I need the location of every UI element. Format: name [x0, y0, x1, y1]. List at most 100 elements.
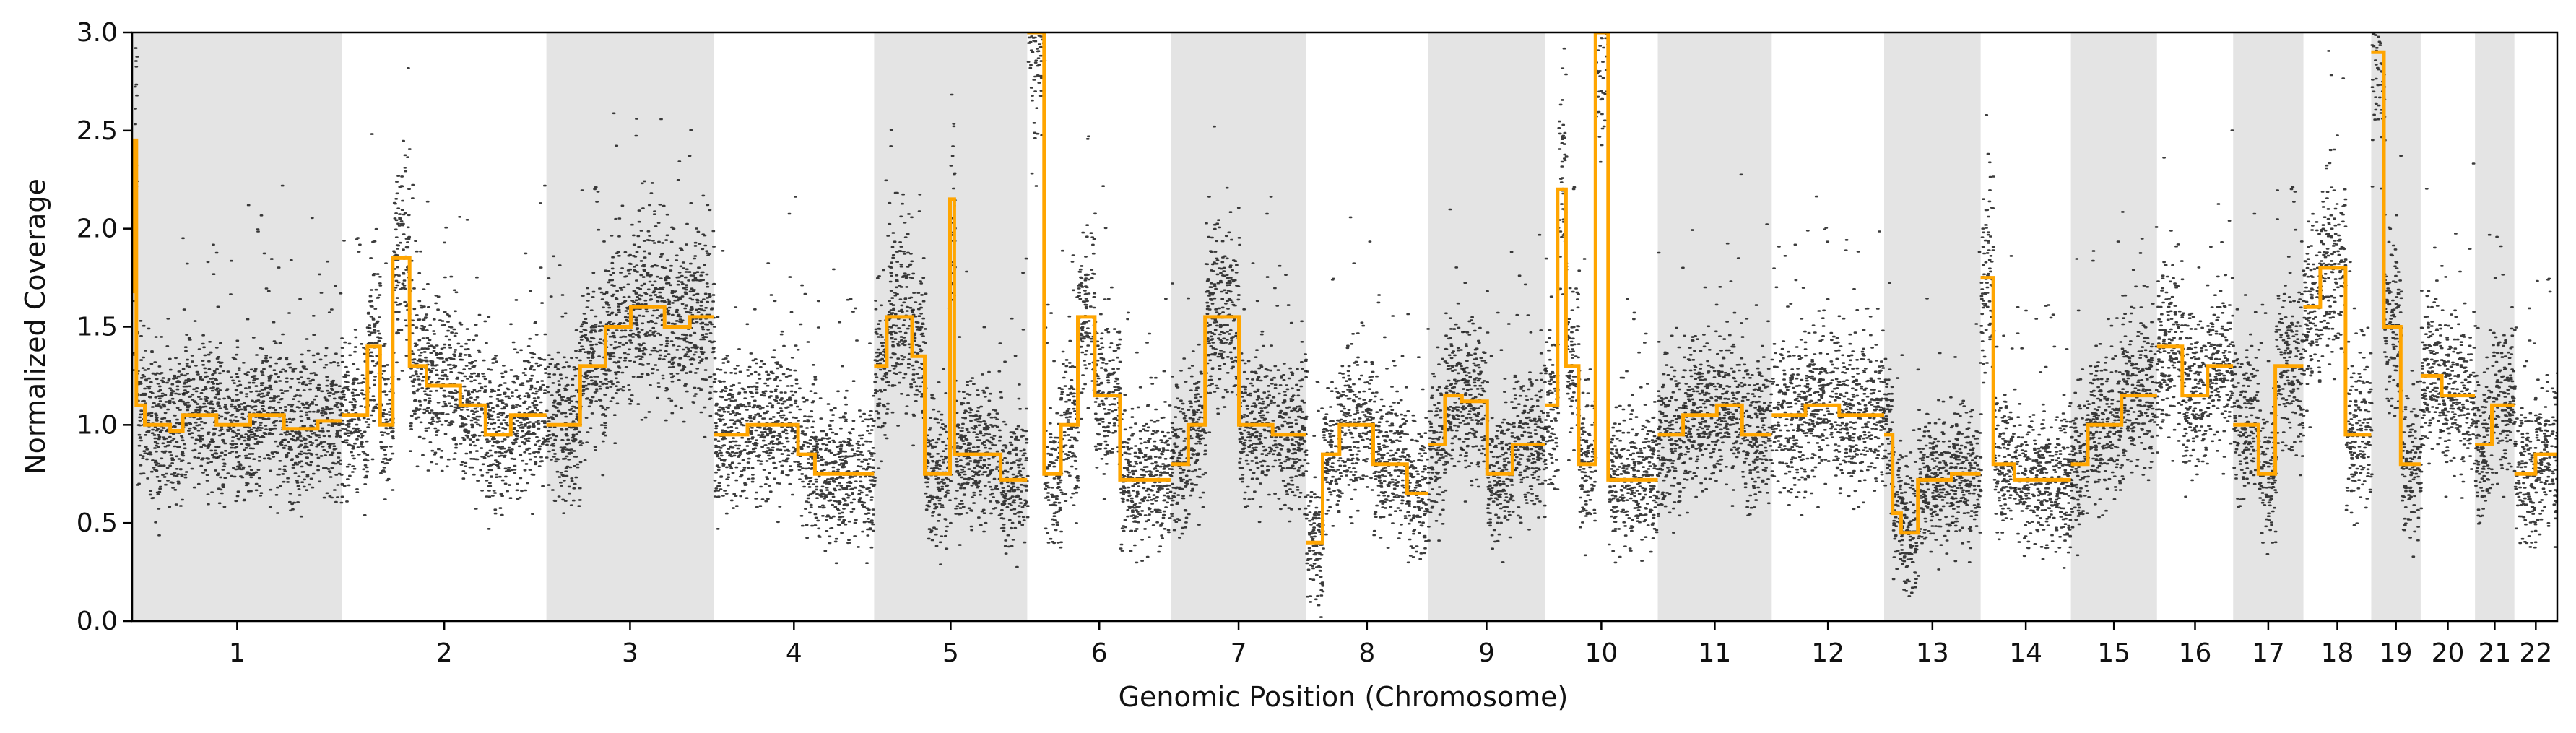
points-chr2-seg7	[485, 316, 513, 530]
points-chr10-seg0	[1544, 257, 1561, 490]
x-tick-label: 11	[1699, 638, 1732, 668]
x-tick-label: 2	[436, 638, 453, 668]
axes: 1 2 3 4 5 6 7 8 9 10 11 12 13 14 15 16 17 18 19 20 21 220.00.…	[77, 18, 2559, 668]
points-chr16-seg1	[2181, 266, 2211, 498]
y-tick-label: 2.0	[77, 214, 118, 244]
x-tick-label: 4	[786, 638, 802, 668]
x-tick-label: 5	[942, 638, 959, 668]
x-tick-label: 7	[1231, 638, 1247, 668]
points-chr12-seg2	[1838, 230, 1887, 511]
points-chr15-seg2	[2120, 211, 2160, 482]
segment-line-chr15	[2070, 394, 2157, 467]
points-chr13-seg4	[1951, 251, 1983, 563]
x-tick-label: 18	[2321, 638, 2354, 668]
segment-line-chr2	[342, 256, 547, 437]
segment-line-chr6	[1027, 32, 1171, 482]
points-chr14-seg1	[1992, 255, 2017, 541]
plot-frame	[131, 31, 2559, 623]
segment-line-chr7	[1171, 315, 1306, 467]
segment-line-chr11	[1657, 403, 1772, 437]
points-chr12-seg1	[1805, 195, 1842, 508]
x-tick-label: 6	[1091, 638, 1108, 668]
points-chr1-seg8	[283, 217, 321, 518]
x-tick-label: 14	[2009, 638, 2042, 668]
points-chr2-seg5	[425, 200, 463, 472]
y-tick-label: 0.5	[77, 508, 118, 538]
points-chr5-seg5	[953, 270, 1004, 546]
points-chr20-seg1	[2441, 162, 2478, 499]
points-chr19-seg0	[2370, 32, 2387, 190]
x-tick-label: 13	[1916, 638, 1949, 668]
points-chr5-seg1	[885, 129, 915, 427]
segment-line-chr12	[1771, 403, 1884, 417]
points-chr18-seg0	[2302, 212, 2323, 428]
points-chr7-seg0	[1170, 282, 1191, 539]
segment-line-chr17	[2233, 364, 2304, 476]
x-tick-label: 21	[2478, 638, 2511, 668]
segment-line-chr3	[546, 305, 714, 427]
y-tick-label: 1.5	[77, 313, 118, 342]
segment-line-chr20	[2420, 373, 2476, 398]
points-chr9-seg4	[1512, 233, 1548, 531]
y-tick-label: 0.0	[77, 607, 118, 636]
points-chr4-seg3	[814, 268, 877, 565]
x-tick-label: 8	[1358, 638, 1375, 668]
points-chr22-seg1	[2534, 277, 2557, 548]
segment-line-chr4	[714, 422, 875, 476]
x-axis-label: Genomic Position (Chromosome)	[1119, 681, 1569, 713]
points-chr22-seg0	[2513, 307, 2538, 549]
x-tick-label: 16	[2179, 638, 2212, 668]
points-chr5-seg0	[873, 179, 889, 469]
x-tick-label: 1	[229, 638, 246, 668]
points-chr15-seg1	[2086, 240, 2124, 519]
points-chr7-seg4	[1272, 264, 1309, 523]
points-chr4-seg1	[746, 196, 801, 524]
segment-line-chr22	[2514, 452, 2557, 476]
chromosome-band-21	[2475, 32, 2515, 621]
segment-line-chr5	[874, 197, 1028, 482]
points-chr16-seg2	[2206, 129, 2236, 475]
segment-lines	[132, 32, 2557, 545]
y-tick-label: 1.0	[77, 410, 118, 440]
x-tick-label: 22	[2519, 638, 2552, 668]
x-tick-label: 12	[1811, 638, 1844, 668]
points-chr4-seg2	[797, 284, 818, 539]
points-chr1-seg2	[135, 320, 147, 486]
points-chr16-seg0	[2156, 157, 2185, 462]
points-chr6-seg5	[1119, 298, 1174, 564]
points-chr12-seg0	[1771, 243, 1808, 516]
points-chr18-seg2	[2344, 261, 2374, 526]
y-axis-label: Normalized Coverage	[19, 178, 51, 474]
points-chr8-seg3	[1372, 294, 1410, 549]
segment-line-chr19	[2371, 50, 2421, 467]
points-chr6-seg4	[1093, 185, 1122, 500]
points-chr2-seg0	[341, 237, 370, 516]
segment-line-chr13	[1884, 433, 1981, 535]
points-chr8-seg2	[1338, 216, 1376, 524]
points-chr9-seg2	[1461, 282, 1490, 503]
chromosome-band-15	[2070, 32, 2157, 621]
points-chr11-seg1	[1682, 229, 1719, 514]
chromosome-band-1	[132, 32, 342, 621]
y-tick-label: 2.5	[77, 116, 118, 146]
points-chr21-seg0	[2473, 233, 2494, 525]
x-tick-label: 19	[2380, 638, 2413, 668]
points-chr3-seg5	[689, 129, 716, 438]
points-chr11-seg3	[1741, 223, 1774, 516]
points-chr3-seg4	[664, 155, 693, 423]
points-chr2-seg3	[391, 67, 412, 381]
points-chr13-seg2	[1900, 354, 1921, 597]
points-chr2-seg8	[510, 184, 549, 515]
points-chr21-seg1	[2491, 235, 2518, 498]
points-chr13-seg3	[1917, 298, 1954, 571]
points-chr1-seg9	[316, 260, 345, 504]
points-chr1-seg3	[144, 318, 173, 537]
points-chr9-seg1	[1444, 208, 1465, 467]
x-tick-label: 20	[2432, 638, 2465, 668]
chromosome-band-11	[1657, 32, 1772, 621]
chromosome-shading	[132, 32, 2515, 621]
x-tick-label: 15	[2097, 638, 2130, 668]
segment-line-chr21	[2475, 403, 2515, 446]
points-chr8-seg1	[1322, 277, 1343, 536]
